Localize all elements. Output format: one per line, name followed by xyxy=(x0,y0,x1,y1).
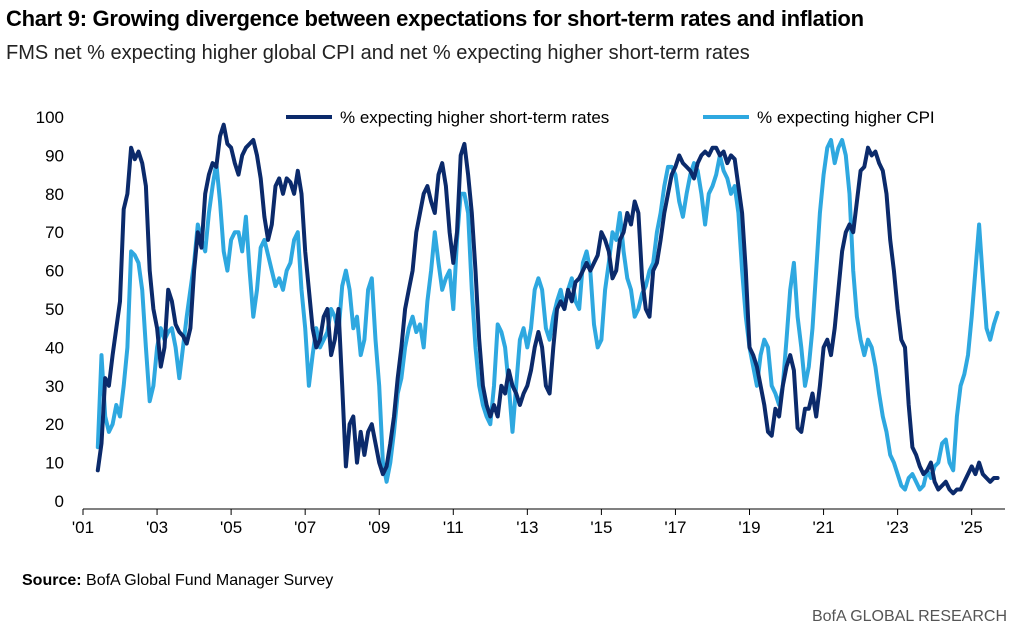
x-tick-label: '13 xyxy=(516,518,538,537)
y-tick-label: 50 xyxy=(45,300,64,319)
y-tick-label: 90 xyxy=(45,146,64,165)
source-note: Source: BofA Global Fund Manager Survey xyxy=(22,572,333,590)
brand-label: BofA GLOBAL RESEARCH xyxy=(811,608,1007,625)
x-tick-label: '25 xyxy=(961,518,983,537)
y-tick-label: 60 xyxy=(45,262,64,281)
x-tick-label: '05 xyxy=(220,518,242,537)
chart-subtitle: FMS net % expecting higher global CPI an… xyxy=(6,42,750,64)
chart-title: Chart 9: Growing divergence between expe… xyxy=(6,6,864,31)
y-tick-label: 100 xyxy=(36,108,64,127)
x-tick-label: '21 xyxy=(812,518,834,537)
y-tick-label: 0 xyxy=(55,492,64,511)
x-tick-label: '15 xyxy=(590,518,612,537)
source-label: Source: xyxy=(22,572,82,589)
y-tick-label: 10 xyxy=(45,454,64,473)
line-chart: 0 10 20 30 40 50 60 70 80 90 100 '01 '03 '05 '07 '09 '11… xyxy=(36,108,1005,537)
x-tick-label: '23 xyxy=(887,518,909,537)
source-text: BofA Global Fund Manager Survey xyxy=(81,572,334,589)
series-line-short-term-rates xyxy=(95,122,1000,496)
y-tick-label: 80 xyxy=(45,185,64,204)
x-tick-label: '07 xyxy=(294,518,316,537)
y-tick-label: 40 xyxy=(45,338,64,357)
legend-label-short-term-rates: % expecting higher short-term rates xyxy=(340,108,609,127)
series-line-cpi xyxy=(95,138,1000,492)
legend-label-cpi: % expecting higher CPI xyxy=(757,108,935,127)
y-tick-label: 20 xyxy=(45,415,64,434)
y-tick-label: 30 xyxy=(45,377,64,396)
x-tick-label: '17 xyxy=(664,518,686,537)
x-tick-label: '01 xyxy=(72,518,94,537)
x-tick-label: '09 xyxy=(368,518,390,537)
y-tick-label: 70 xyxy=(45,223,64,242)
x-tick-label: '11 xyxy=(443,518,464,537)
x-tick-label: '03 xyxy=(146,518,168,537)
x-tick-label: '19 xyxy=(738,518,760,537)
